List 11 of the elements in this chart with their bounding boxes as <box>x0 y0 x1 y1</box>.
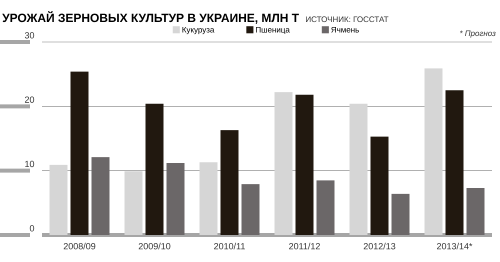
x-tick-label: 2008/09 <box>64 242 96 250</box>
y-tick-label: 0 <box>30 225 34 232</box>
x-tick-label: 2011/12 <box>289 242 320 250</box>
x-tick-label: 2013/14* <box>437 242 472 250</box>
x-tick-label: 2010/11 <box>214 242 245 250</box>
chart-title: УРОЖАЙ ЗЕРНОВЫХ КУЛЬТУР В УКРАИНЕ, МЛН Т <box>2 11 299 24</box>
y-tick-label: 20 <box>24 96 34 103</box>
x-tick-label: 2012/13 <box>364 242 396 250</box>
x-tick-label: 2009/10 <box>138 242 170 250</box>
y-tick-label: 30 <box>24 32 34 38</box>
y-tick-label: 10 <box>25 160 34 168</box>
